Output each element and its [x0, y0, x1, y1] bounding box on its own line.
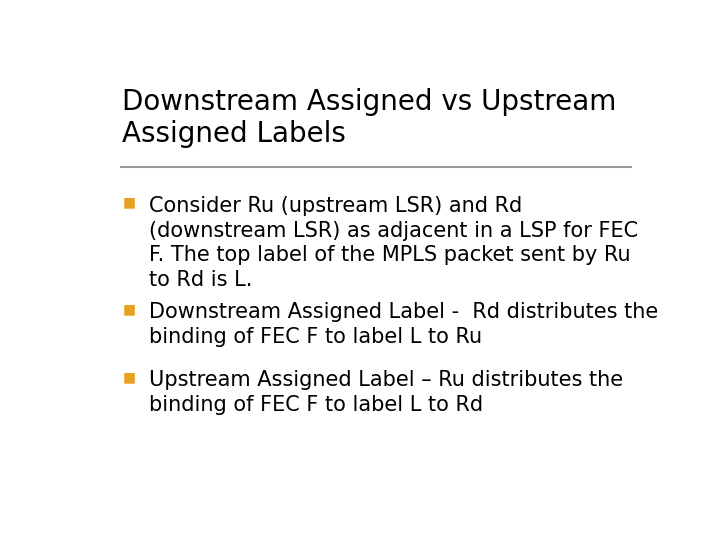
Text: ■: ■ [122, 196, 135, 210]
Text: Downstream Assigned Label -  Rd distributes the
binding of FEC F to label L to R: Downstream Assigned Label - Rd distribut… [148, 302, 658, 347]
Text: Upstream Assigned Label – Ru distributes the
binding of FEC F to label L to Rd: Upstream Assigned Label – Ru distributes… [148, 370, 623, 415]
Text: ■: ■ [122, 370, 135, 384]
Text: Consider Ru (upstream LSR) and Rd
(downstream LSR) as adjacent in a LSP for FEC
: Consider Ru (upstream LSR) and Rd (downs… [148, 196, 638, 290]
Text: Downstream Assigned vs Upstream
Assigned Labels: Downstream Assigned vs Upstream Assigned… [122, 87, 617, 148]
Text: ■: ■ [122, 302, 135, 316]
